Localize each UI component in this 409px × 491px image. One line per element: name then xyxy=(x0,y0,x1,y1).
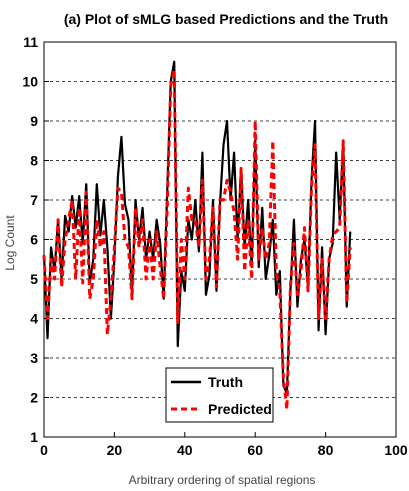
legend: Truth Predicted xyxy=(165,367,274,423)
y-tick-label: 9 xyxy=(30,113,38,129)
y-tick-label: 8 xyxy=(30,153,38,169)
x-tick-label: 60 xyxy=(247,442,263,458)
series-layer xyxy=(42,60,352,411)
y-tick-label: 6 xyxy=(30,232,38,248)
y-tick-label: 4 xyxy=(30,311,38,327)
legend-label-predicted: Predicted xyxy=(208,401,272,417)
grid-lines xyxy=(44,81,396,398)
y-tick-label: 7 xyxy=(30,192,38,208)
axis-ticks: 1 2 3 4 5 6 7 8 9 10 11 0 20 40 60 80 100 xyxy=(22,34,407,458)
legend-box xyxy=(165,367,274,423)
series-line-predicted xyxy=(42,68,352,411)
x-tick-label: 40 xyxy=(177,442,193,458)
x-tick-label: 80 xyxy=(318,442,334,458)
x-axis-label: Arbitrary ordering of spatial regions xyxy=(129,473,316,487)
y-tick-label: 3 xyxy=(30,350,38,366)
legend-label-truth: Truth xyxy=(208,374,243,390)
y-tick-label: 10 xyxy=(22,74,38,90)
y-axis-label: Log Count xyxy=(3,215,17,271)
y-tick-label: 1 xyxy=(30,429,38,445)
chart-title: (a) Plot of sMLG based Predictions and t… xyxy=(64,11,388,27)
y-tick-label: 5 xyxy=(30,271,38,287)
x-tick-label: 20 xyxy=(107,442,123,458)
x-tick-label: 0 xyxy=(40,442,48,458)
y-tick-label: 11 xyxy=(23,34,38,50)
y-tick-label: 2 xyxy=(30,390,38,406)
x-tick-label: 100 xyxy=(384,442,408,458)
